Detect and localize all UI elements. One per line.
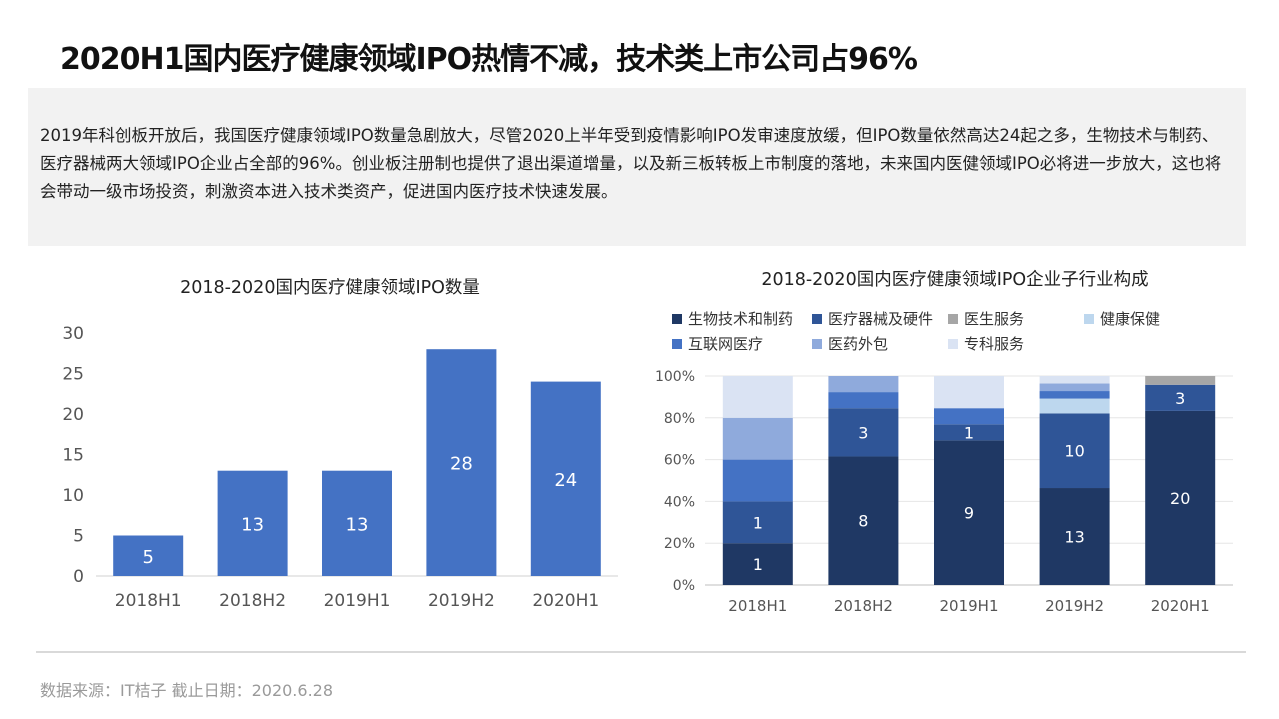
stacked-bar-segment: [934, 408, 1004, 425]
stacked-bar-segment: [1145, 376, 1216, 385]
legend-swatch: [812, 314, 822, 324]
legend-item: 互联网医疗: [672, 333, 763, 354]
y-tick-label: 40%: [664, 494, 695, 510]
legend-swatch: [1084, 314, 1094, 324]
summary-text: 2019年科创板开放后，我国医疗健康领域IPO数量急剧放大，尽管2020上半年受…: [40, 126, 1222, 201]
y-tick-label: 80%: [664, 411, 695, 427]
x-tick-label: 2020H1: [532, 591, 599, 611]
legend-item: 生物技术和制药: [672, 308, 793, 329]
legend-label: 生物技术和制药: [688, 310, 794, 328]
segment-data-label: 1: [753, 555, 763, 574]
y-tick-label: 15: [62, 446, 84, 466]
y-tick-label: 100%: [655, 369, 695, 385]
stacked-bar-segment: [1039, 488, 1110, 585]
stacked-bar-segment: [1039, 376, 1110, 384]
y-tick-label: 60%: [664, 453, 695, 469]
y-tick-label: 20%: [664, 536, 695, 552]
y-tick-label: 20: [62, 405, 84, 425]
x-tick-label: 2019H1: [940, 597, 999, 615]
x-tick-label: 2019H2: [428, 591, 495, 611]
stacked-bar-segment: [934, 440, 1004, 585]
legend-item: 健康保健: [1084, 308, 1160, 329]
footer-divider: [36, 651, 1246, 653]
segment-data-label: 13: [1064, 528, 1084, 547]
stacked-bar-segment: [722, 501, 793, 544]
bar: [322, 470, 392, 576]
stacked-bar-segment: [722, 459, 793, 502]
legend-label: 互联网医疗: [688, 335, 764, 353]
bar-data-label: 13: [346, 514, 369, 535]
legend-item: 医生服务: [948, 308, 1024, 329]
bar: [113, 535, 184, 576]
legend-swatch: [672, 339, 682, 349]
legend-label: 医药外包: [828, 335, 889, 353]
right-chart-title: 2018-2020国内医疗健康领域IPO企业子行业构成: [761, 270, 1149, 290]
stacked-bar-segment: [828, 456, 899, 585]
legend-swatch: [948, 314, 958, 324]
stacked-bar-segment: [934, 376, 1004, 409]
x-tick-label: 2020H1: [1151, 597, 1210, 615]
segment-data-label: 10: [1064, 442, 1084, 461]
stacked-bar-segment: [1145, 384, 1216, 411]
y-tick-label: 25: [62, 365, 84, 385]
legend-item: 医疗器械及硬件: [812, 308, 933, 329]
x-tick-label: 2018H2: [219, 591, 286, 611]
stacked-bar-segment: [1039, 383, 1110, 392]
legend-swatch: [812, 339, 822, 349]
bar: [217, 470, 288, 576]
y-tick-label: 0: [73, 567, 84, 587]
stacked-bar-segment: [828, 408, 899, 457]
legend-item: 医药外包: [812, 333, 888, 354]
data-source: 数据来源：IT桔子 截止日期：2020.6.28: [40, 681, 334, 700]
stacked-bar-segment: [828, 392, 899, 409]
y-tick-label: 5: [73, 527, 84, 547]
summary-panel: 2019年科创板开放后，我国医疗健康领域IPO数量急剧放大，尽管2020上半年受…: [28, 88, 1246, 246]
stacked-bar-segment: [1039, 413, 1110, 489]
stacked-bar-segment: [828, 376, 899, 393]
y-tick-label: 30: [62, 324, 84, 344]
bar-data-label: 24: [554, 470, 577, 491]
legend-label: 专科服务: [964, 335, 1025, 353]
page-title: 2020H1国内医疗健康领域IPO热情不减，技术类上市公司占96%: [60, 42, 918, 77]
segment-data-label: 3: [858, 423, 868, 442]
stacked-bar-segment: [1039, 398, 1110, 414]
y-tick-label: 10: [62, 486, 84, 506]
bar-data-label: 5: [142, 547, 153, 568]
y-tick-label: 0%: [673, 578, 695, 594]
segment-data-label: 3: [1175, 389, 1185, 408]
segment-data-label: 9: [964, 504, 974, 523]
bar-data-label: 13: [241, 514, 264, 535]
legend-label: 医疗器械及硬件: [828, 310, 934, 328]
x-tick-label: 2018H1: [728, 597, 787, 615]
bar: [426, 349, 497, 576]
stacked-bar-segment: [934, 424, 1004, 441]
bar: [530, 381, 601, 576]
legend-label: 医生服务: [964, 310, 1025, 328]
segment-data-label: 1: [964, 423, 974, 442]
stacked-bar-segment: [722, 417, 793, 460]
legend-swatch: [672, 314, 682, 324]
stacked-bar-segment: [1145, 410, 1216, 585]
x-tick-label: 2018H1: [115, 591, 182, 611]
stacked-bar-segment: [722, 543, 793, 585]
legend-item: 专科服务: [948, 333, 1024, 354]
x-tick-label: 2019H1: [324, 591, 391, 611]
segment-data-label: 8: [858, 512, 868, 531]
stacked-bar-segment: [1039, 391, 1110, 399]
stacked-bar-segment: [722, 376, 793, 418]
segment-data-label: 1: [753, 513, 763, 532]
legend-label: 健康保健: [1100, 310, 1161, 328]
legend-swatch: [948, 339, 958, 349]
left-chart-title: 2018-2020国内医疗健康领域IPO数量: [180, 278, 480, 298]
x-tick-label: 2019H2: [1045, 597, 1104, 615]
x-tick-label: 2018H2: [834, 597, 893, 615]
bar-data-label: 28: [450, 454, 473, 475]
segment-data-label: 20: [1170, 489, 1190, 508]
